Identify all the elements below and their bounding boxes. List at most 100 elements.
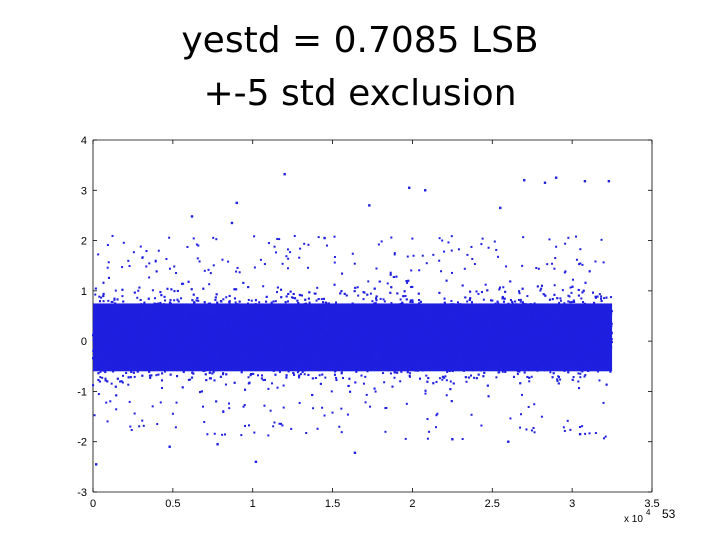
data-point bbox=[362, 350, 365, 353]
data-point bbox=[203, 303, 206, 306]
data-point bbox=[373, 302, 376, 305]
data-point bbox=[441, 346, 444, 349]
data-point bbox=[194, 364, 197, 367]
data-point bbox=[305, 312, 308, 315]
data-point bbox=[560, 313, 563, 316]
data-point bbox=[520, 358, 523, 361]
data-point bbox=[429, 306, 432, 309]
data-point bbox=[304, 367, 307, 370]
data-point bbox=[528, 337, 531, 340]
data-point bbox=[158, 333, 161, 336]
data-point bbox=[521, 313, 524, 316]
data-point bbox=[436, 365, 439, 368]
data-point bbox=[364, 336, 367, 339]
data-point bbox=[380, 334, 383, 337]
data-point bbox=[354, 344, 357, 347]
data-point bbox=[409, 309, 412, 312]
data-point bbox=[575, 330, 578, 333]
data-point bbox=[606, 348, 609, 351]
data-point bbox=[284, 356, 287, 359]
data-point bbox=[374, 309, 377, 312]
data-point bbox=[527, 365, 530, 368]
data-point bbox=[132, 315, 135, 318]
data-point bbox=[340, 342, 343, 345]
data-point bbox=[389, 348, 392, 351]
data-point bbox=[99, 346, 102, 349]
data-point bbox=[342, 367, 345, 370]
data-point bbox=[409, 308, 412, 311]
data-point bbox=[586, 320, 589, 323]
data-point bbox=[258, 345, 261, 348]
data-point bbox=[522, 306, 525, 309]
data-point bbox=[430, 343, 433, 346]
data-point bbox=[584, 374, 587, 377]
data-point bbox=[196, 346, 199, 349]
data-point bbox=[112, 318, 115, 321]
data-point bbox=[288, 305, 291, 308]
data-point bbox=[158, 321, 161, 324]
data-point bbox=[107, 299, 110, 302]
data-point bbox=[532, 361, 535, 364]
data-point bbox=[484, 341, 487, 344]
data-point bbox=[212, 339, 215, 342]
data-point bbox=[120, 360, 123, 363]
data-point bbox=[515, 306, 518, 309]
data-point bbox=[579, 335, 582, 338]
data-point bbox=[388, 304, 391, 307]
data-point bbox=[439, 359, 442, 362]
data-point bbox=[563, 336, 566, 339]
data-point bbox=[277, 321, 280, 324]
data-point bbox=[148, 276, 151, 279]
data-point bbox=[318, 374, 321, 377]
data-point bbox=[134, 349, 137, 352]
data-point bbox=[108, 322, 111, 325]
data-point bbox=[175, 330, 178, 333]
data-point bbox=[424, 349, 427, 352]
data-point bbox=[449, 380, 452, 383]
data-point bbox=[498, 288, 501, 291]
data-point bbox=[256, 314, 259, 317]
data-point bbox=[237, 314, 240, 317]
data-point bbox=[519, 300, 522, 303]
data-point bbox=[136, 314, 139, 317]
data-point bbox=[550, 333, 553, 336]
data-point bbox=[598, 333, 601, 336]
data-point bbox=[588, 307, 591, 310]
data-point bbox=[193, 316, 196, 319]
data-point bbox=[515, 303, 518, 306]
data-point bbox=[372, 305, 375, 308]
data-point bbox=[331, 355, 334, 358]
data-point bbox=[477, 329, 480, 332]
data-point bbox=[251, 323, 254, 326]
data-point bbox=[165, 331, 168, 334]
data-point bbox=[188, 336, 191, 339]
data-point bbox=[294, 348, 297, 351]
data-point bbox=[405, 321, 408, 324]
data-point bbox=[392, 332, 395, 335]
data-point bbox=[212, 334, 215, 337]
data-point bbox=[137, 307, 140, 310]
data-point bbox=[386, 339, 389, 342]
data-point bbox=[267, 352, 270, 355]
data-point bbox=[314, 336, 317, 339]
data-point bbox=[226, 327, 229, 330]
data-point bbox=[606, 340, 609, 343]
data-point bbox=[421, 344, 424, 347]
data-point bbox=[541, 359, 544, 362]
data-point bbox=[547, 316, 550, 319]
data-point bbox=[149, 331, 152, 334]
data-point bbox=[337, 352, 340, 355]
data-point bbox=[294, 325, 297, 328]
data-point bbox=[122, 326, 125, 329]
data-point bbox=[590, 348, 593, 351]
data-point bbox=[577, 372, 580, 375]
data-point bbox=[472, 362, 475, 365]
data-point bbox=[533, 302, 536, 305]
data-point bbox=[327, 302, 330, 305]
data-point bbox=[143, 310, 146, 313]
data-point bbox=[506, 327, 509, 330]
data-point bbox=[519, 298, 522, 301]
data-point bbox=[545, 355, 548, 358]
data-point bbox=[248, 358, 251, 361]
data-point bbox=[408, 337, 411, 340]
